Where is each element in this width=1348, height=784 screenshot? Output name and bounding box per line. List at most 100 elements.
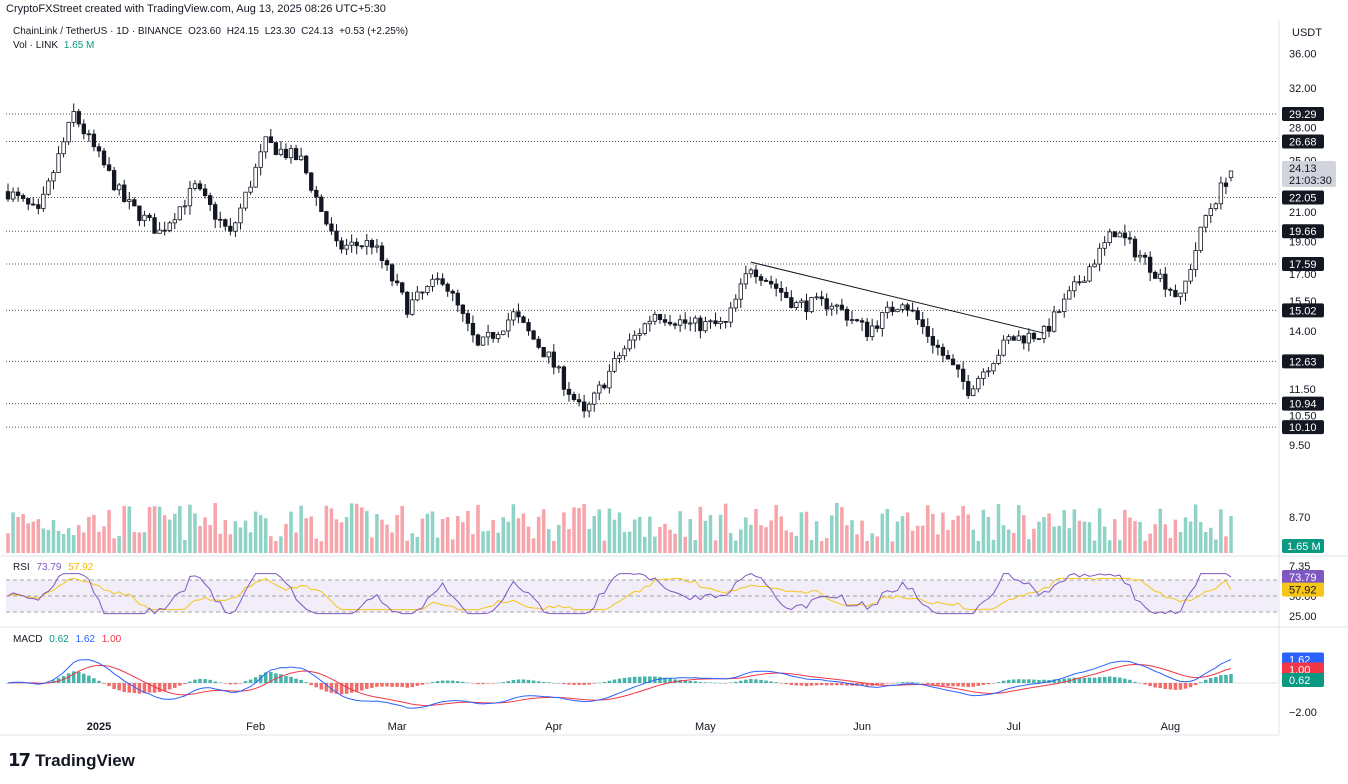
macd-hist-bar — [713, 682, 718, 684]
macd-hist-bar — [1027, 679, 1031, 683]
price-tick-label: 14.00 — [1289, 326, 1317, 338]
volume-bar — [1077, 520, 1082, 553]
candle-body — [1021, 335, 1026, 344]
macd-hist-bar — [1016, 679, 1021, 683]
macd-hist-bar — [723, 683, 728, 684]
candle-body — [319, 196, 324, 212]
candle-body — [647, 320, 652, 325]
volume-bar — [375, 513, 379, 553]
candle-body — [551, 351, 556, 368]
candle-body — [774, 283, 779, 289]
macd-hist-bar — [1072, 677, 1077, 683]
macd-label: MACD — [13, 634, 43, 645]
volume-bar — [334, 519, 339, 553]
candle-body — [950, 358, 956, 366]
volume-bar — [900, 516, 905, 553]
volume-bar — [870, 533, 874, 553]
volume-bar — [1006, 529, 1011, 553]
candle-body — [142, 214, 147, 221]
macd-hist-bar — [1219, 675, 1223, 683]
volume-bar — [314, 538, 319, 553]
macd-hist-bar — [506, 681, 511, 683]
volume-bar — [986, 516, 991, 553]
macd-hist-bar — [688, 681, 693, 683]
rsi-ma-value-bg — [1282, 582, 1324, 597]
volume-bar — [622, 531, 627, 553]
macd-hist-bar — [324, 683, 329, 692]
candle-body — [688, 322, 693, 325]
candle-body — [814, 296, 819, 299]
price-tick-label: 21.00 — [1289, 207, 1317, 219]
macd-hist-bar — [92, 678, 96, 683]
candle-body — [71, 111, 76, 123]
macd-hist-bar — [572, 683, 576, 685]
volume-bar — [188, 504, 192, 553]
volume-bar — [31, 521, 36, 553]
volume-bar — [390, 532, 394, 553]
volume-bar — [739, 529, 743, 553]
volume-bar — [354, 503, 359, 553]
level-label: 17.59 — [1289, 259, 1317, 271]
macd-hist-bar — [961, 683, 965, 687]
volume-bar — [880, 513, 885, 553]
candle-body — [1112, 231, 1117, 238]
macd-hist-bar — [895, 682, 900, 684]
volume-bar — [1173, 519, 1178, 553]
volume-bar — [860, 520, 864, 553]
volume-bar — [269, 536, 273, 553]
volume-bar — [774, 504, 778, 553]
candle-body — [117, 184, 122, 191]
candle-body — [612, 358, 617, 372]
macd-hist-bar — [188, 681, 192, 683]
macd-hist-bar — [1077, 677, 1082, 683]
macd-hist-bar — [703, 682, 708, 683]
macd-hist-bar — [147, 683, 152, 693]
macd-hist-bar — [253, 677, 258, 683]
candle-body — [1031, 332, 1037, 340]
macd-hist-bar — [880, 683, 885, 685]
macd-hist-bar — [405, 683, 410, 688]
volume-bar — [349, 503, 354, 553]
volume-bar — [501, 517, 506, 553]
volume-bar — [476, 504, 480, 553]
macd-hist-bar — [946, 683, 950, 687]
candle-body — [394, 280, 400, 284]
macd-hist-bar — [97, 680, 101, 683]
volume-bar — [617, 512, 622, 553]
candle-body — [46, 180, 51, 195]
volume-bar — [587, 528, 591, 553]
macd-hist-bar — [1224, 674, 1228, 683]
candle-body — [935, 344, 941, 348]
macd-hist-bar — [203, 679, 207, 683]
volume-bar — [481, 531, 485, 553]
time-tick-label: Jul — [1007, 721, 1021, 733]
volume-bar — [71, 535, 76, 553]
volume-bar — [653, 536, 657, 553]
candle-body — [976, 378, 981, 390]
candle-body — [1208, 208, 1213, 216]
volume-bar — [253, 511, 258, 553]
macd-hist-bar — [1214, 676, 1218, 683]
volume-bar — [26, 523, 30, 553]
tradingview-brand: 17 TradingView — [8, 750, 135, 771]
candle-body — [541, 346, 546, 358]
macd-hist-bar — [238, 683, 243, 684]
candle-body — [1137, 254, 1143, 258]
macd-hist-bar — [127, 683, 132, 693]
volume-bar — [1082, 521, 1087, 553]
macd-hist-bar — [728, 682, 733, 684]
candle-body — [930, 336, 935, 346]
volume-bar — [435, 537, 440, 553]
level-label: 10.10 — [1289, 422, 1317, 434]
current-price-countdown: 21:03:30 — [1289, 175, 1332, 187]
macd-hist-bar — [445, 680, 450, 683]
volume-bar — [910, 530, 915, 553]
volume-bar — [304, 518, 308, 553]
macd-hist-bar — [430, 682, 435, 683]
macd-hist-bar — [789, 683, 794, 686]
volume-bar — [486, 530, 490, 553]
candle-body — [1016, 335, 1021, 341]
macd-hist-bar — [632, 676, 637, 683]
candle-body — [587, 403, 592, 412]
